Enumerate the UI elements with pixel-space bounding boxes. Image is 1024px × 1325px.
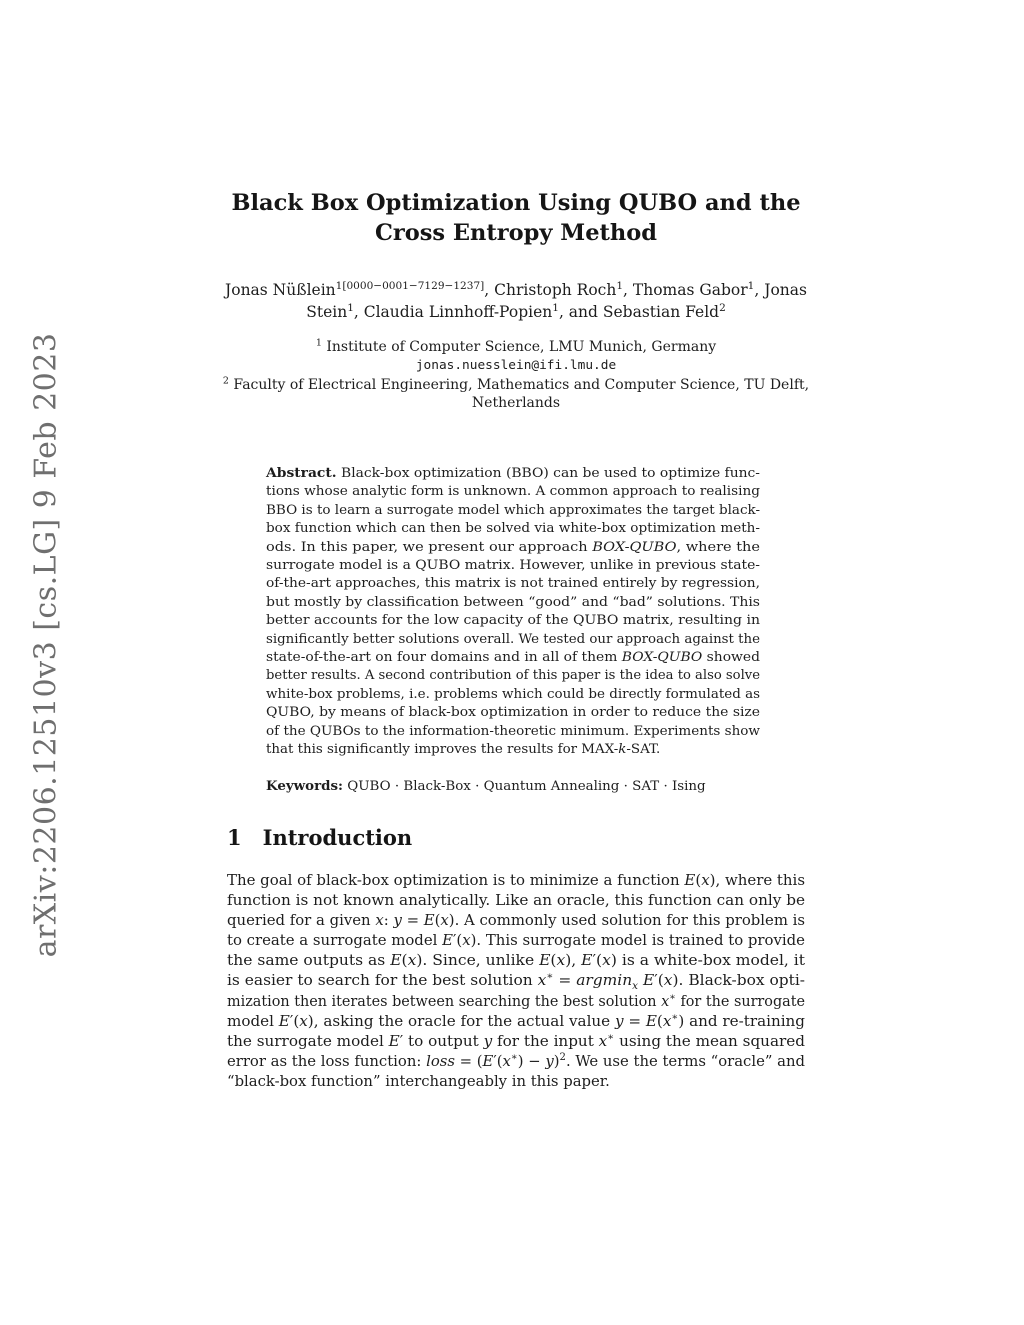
text-line: “black-box function” interchangeably in … — [227, 1072, 610, 1090]
keywords-text: QUBO · Black-Box · Quantum Annealing · S… — [347, 779, 706, 794]
text-line: jonas.nuesslein@ifi.lmu.de — [415, 358, 617, 374]
text-line: 2 Faculty of Electrical Engineering, Mat… — [222, 375, 810, 393]
keywords-line: Keywords: QUBO · Black-Box · Quantum Ann… — [266, 777, 760, 796]
text-line: better results. A second contribution of… — [266, 668, 760, 684]
text-line: function is not known analytically. Like… — [227, 892, 805, 910]
text-line: white-box problems, i.e. problems which … — [266, 686, 760, 702]
affiliations: 1 Institute of Computer Science, LMU Mun… — [217, 338, 815, 413]
text-line: but mostly by classification between “go… — [266, 594, 760, 610]
author-list: Jonas Nüßlein1[0000−0001−7129−1237], Chr… — [217, 280, 815, 323]
arxiv-watermark: arXiv:2206.12510v3 [cs.LG] 9 Feb 2023 — [28, 332, 64, 958]
text-line: the surrogate model E′ to output y for t… — [227, 1031, 805, 1050]
text-line: Stein1, Claudia Linnhoff-Popien1, and Se… — [306, 301, 726, 321]
text-line: The goal of black-box optimization is to… — [227, 872, 805, 889]
text-line: ods. In this paper, we present our appro… — [266, 539, 760, 555]
abstract-paragraph: Abstract. Black-box optimization (BBO) c… — [266, 464, 760, 760]
text-line: Abstract. Black-box optimization (BBO) c… — [266, 465, 760, 481]
text-line: surrogate model is a QUBO matrix. Howeve… — [266, 558, 760, 574]
text-line: better accounts for the low capacity of … — [266, 613, 760, 629]
introduction-paragraph: The goal of black-box optimization is to… — [227, 871, 805, 1092]
text-line: significantly better solutions overall. … — [266, 631, 760, 647]
text-line: is easier to search for the best solutio… — [227, 971, 805, 993]
text-line: model E′(x), asking the oracle for the a… — [227, 1011, 805, 1030]
text-line: QUBO, by means of black-box optimization… — [266, 705, 760, 721]
paper-title: Black Box Optimization Using QUBO and th… — [227, 188, 805, 248]
text-line: Cross Entropy Method — [374, 220, 658, 246]
text-line: tions whose analytic form is unknown. A … — [266, 484, 760, 500]
section-heading-introduction: 1 Introduction — [227, 824, 805, 851]
text-line: of the QUBOs to the information-theoreti… — [266, 723, 760, 739]
section-title: Introduction — [262, 825, 413, 850]
text-line: mization then iterates between searching… — [227, 991, 805, 1010]
text-line: error as the loss function: loss = (E′(x… — [227, 1051, 805, 1070]
text-line: the same outputs as E(x). Since, unlike … — [227, 952, 805, 970]
text-line: 1 Institute of Computer Science, LMU Mun… — [315, 337, 717, 355]
text-line: box function which can then be solved vi… — [266, 521, 760, 537]
text-line: to create a surrogate model E′(x). This … — [227, 932, 805, 950]
text-line: queried for a given x: y = E(x). A commo… — [227, 912, 805, 930]
keywords-label: Keywords: — [266, 778, 344, 794]
text-line: Black Box Optimization Using QUBO and th… — [231, 190, 801, 216]
section-number: 1 — [227, 825, 242, 850]
text-line: Jonas Nüßlein1[0000−0001−7129−1237], Chr… — [225, 279, 807, 299]
text-line: of-the-art approaches, this matrix is no… — [266, 576, 760, 592]
text-line: BBO is to learn a surrogate model which … — [266, 502, 760, 518]
text-line: that this significantly improves the res… — [266, 742, 661, 758]
text-line: Netherlands — [471, 395, 561, 412]
text-line: state-of-the-art on four domains and in … — [266, 650, 760, 666]
